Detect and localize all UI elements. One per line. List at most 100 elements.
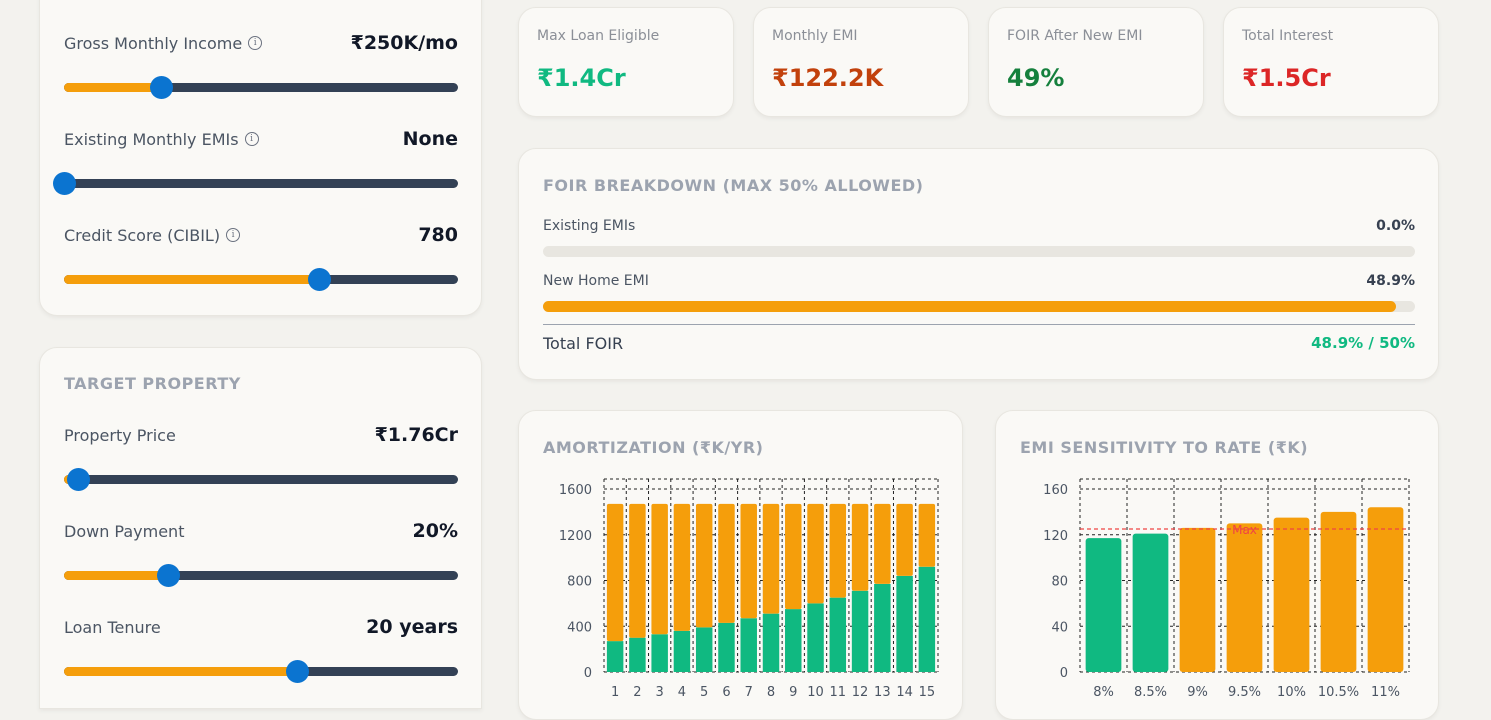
existing-monthly-emis-slider[interactable]: Existing Monthly EMIs i None [53,126,458,195]
principal-bar [673,630,691,672]
interest-bar [851,503,869,591]
gross-monthly-income-slider[interactable]: Gross Monthly Income i ₹250K/mo [64,30,458,99]
emi-bar [1273,517,1310,672]
x-tick-label: 11% [1371,685,1400,700]
principal-bar [651,634,668,672]
foir-value: 48.9% [1366,273,1415,289]
foir-total-value: 48.9% / 50% [1311,334,1415,352]
emi-bar [1226,523,1263,672]
interest-bar [651,503,668,635]
kpi-label: Max Loan Eligible [537,28,660,44]
loan-tenure-slider[interactable]: Loan Tenure 20 years [64,614,458,683]
kpi-value: ₹1.4Cr [537,64,626,92]
chart-title: AMORTIZATION (₹K/YR) [543,438,764,457]
x-tick-label: 8.5% [1134,685,1167,700]
x-tick-label: 5 [700,685,708,700]
foir-label: Existing EMIs [543,218,636,234]
x-tick-label: 7 [745,685,753,700]
foir-value: 0.0% [1376,218,1415,234]
kpi-value: 49% [1007,64,1065,92]
x-tick-label: 9.5% [1228,685,1261,700]
kpi-card-max-loan: Max Loan Eligible ₹1.4Cr [518,7,734,117]
slider-value: ₹250K/mo [350,32,458,54]
kpi-value: ₹1.5Cr [1242,64,1331,92]
slider-thumb[interactable] [149,76,173,99]
x-tick-label: 13 [874,685,891,700]
x-tick-label: 1 [611,685,619,700]
slider-thumb[interactable] [307,268,331,291]
property-price-slider[interactable]: Property Price ₹1.76Cr [64,422,458,491]
interest-bar [829,503,847,598]
x-tick-label: 4 [678,685,686,700]
interest-bar [629,503,646,638]
foir-row-existing: Existing EMIs 0.0% [543,218,1415,257]
foir-bar-track [543,301,1415,312]
foir-total-label: Total FOIR [543,334,624,353]
y-tick-label: 800 [567,575,592,590]
y-tick-label: 0 [584,666,592,681]
slider-thumb[interactable] [66,468,90,491]
slider-track[interactable] [64,468,458,491]
slider-thumb[interactable] [157,564,181,587]
x-tick-label: 11 [830,685,847,700]
foir-label: New Home EMI [543,273,649,289]
slider-track[interactable] [53,172,458,195]
interest-bar [695,503,713,628]
kpi-card-total-interest: Total Interest ₹1.5Cr [1223,7,1439,117]
emi-bar [1367,507,1404,672]
section-title: TARGET PROPERTY [64,374,241,393]
y-tick-label: 1200 [559,529,592,544]
info-icon[interactable]: i [248,36,263,50]
info-icon[interactable]: i [244,132,259,146]
principal-bar [606,641,624,672]
slider-thumb[interactable] [286,660,310,683]
interest-bar [673,503,691,631]
slider-track[interactable] [64,564,458,587]
foir-total-row: Total FOIR 48.9% / 50% [543,334,1415,353]
slider-value: 20 years [366,616,458,638]
principal-bar [918,566,936,672]
principal-bar [874,583,891,672]
emi-bar [1085,538,1122,672]
credit-score-slider[interactable]: Credit Score (CIBIL) i 780 [64,222,458,291]
x-tick-label: 2 [633,685,641,700]
slider-label: Credit Score (CIBIL) [64,225,221,245]
kpi-card-monthly-emi: Monthly EMI ₹122.2K [753,7,969,117]
principal-bar [896,575,913,672]
info-icon[interactable]: i [226,228,241,242]
foir-divider [543,324,1415,325]
slider-track[interactable] [64,76,458,99]
foir-row-new-emi: New Home EMI 48.9% [543,273,1415,312]
slider-label: Property Price [64,425,176,445]
foir-breakdown-card: FOIR BREAKDOWN (MAX 50% ALLOWED) Existin… [518,148,1439,380]
slider-thumb[interactable] [53,172,76,195]
emi-bar [1179,527,1216,672]
kpi-card-foir: FOIR After New EMI 49% [988,7,1204,117]
kpi-value: ₹122.2K [772,64,884,92]
section-title: FOIR BREAKDOWN (MAX 50% ALLOWED) [543,176,924,195]
slider-track[interactable] [64,268,458,291]
slider-label: Existing Monthly EMIs [64,129,239,149]
x-tick-label: 6 [722,685,730,700]
emi-bar [1320,511,1357,672]
slider-label: Down Payment [64,521,185,541]
x-tick-label: 14 [896,685,913,700]
x-tick-label: 8 [767,685,775,700]
slider-fill [64,667,298,676]
slider-value: None [402,128,458,150]
x-tick-label: 12 [852,685,869,700]
slider-track[interactable] [64,660,458,683]
principal-bar [851,590,869,672]
interest-bar [718,503,735,623]
interest-bar [918,503,936,567]
x-tick-label: 10.5% [1318,685,1359,700]
chart-title: EMI SENSITIVITY TO RATE (₹K) [1020,438,1309,457]
x-tick-label: 10 [807,685,824,700]
x-tick-label: 9 [789,685,797,700]
principal-bar [807,603,824,672]
x-tick-label: 10% [1277,685,1306,700]
down-payment-slider[interactable]: Down Payment 20% [64,518,458,587]
interest-bar [762,503,780,614]
x-tick-label: 15 [919,685,936,700]
emi-sensitivity-chart: 0 40 80 120 160 8% 8.5% 9% 9.5% 10% 10.5% 11% Max [1043,478,1410,700]
